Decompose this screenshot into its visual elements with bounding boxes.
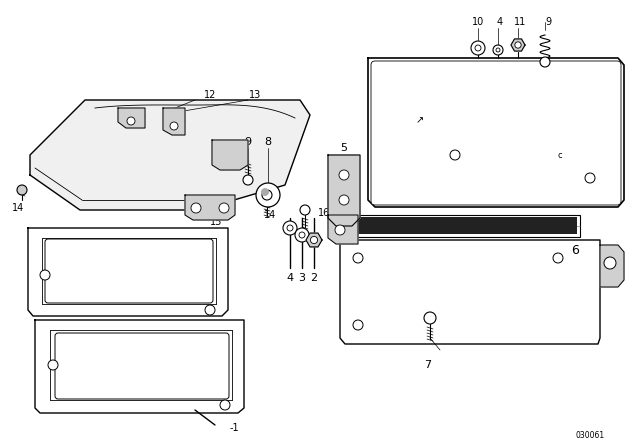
Polygon shape: [511, 39, 525, 51]
Circle shape: [515, 42, 521, 48]
Polygon shape: [163, 108, 185, 135]
Text: -1: -1: [230, 423, 239, 433]
Circle shape: [219, 203, 229, 213]
Circle shape: [540, 57, 550, 67]
Text: 3: 3: [298, 273, 305, 283]
Circle shape: [287, 225, 293, 231]
Text: 14: 14: [264, 210, 276, 220]
Polygon shape: [600, 245, 624, 287]
Circle shape: [335, 225, 345, 235]
Circle shape: [353, 320, 363, 330]
Circle shape: [339, 195, 349, 205]
Polygon shape: [306, 233, 322, 247]
Text: 11: 11: [514, 17, 526, 27]
Text: c: c: [557, 151, 563, 159]
Circle shape: [475, 45, 481, 51]
Text: 12: 12: [204, 90, 216, 100]
Text: 7: 7: [424, 360, 431, 370]
Circle shape: [261, 188, 269, 196]
Text: 2: 2: [310, 273, 317, 283]
Circle shape: [604, 257, 616, 269]
Circle shape: [300, 205, 310, 215]
Circle shape: [243, 175, 253, 185]
Circle shape: [262, 190, 272, 200]
Circle shape: [220, 400, 230, 410]
Circle shape: [191, 203, 201, 213]
Text: 4: 4: [287, 273, 294, 283]
Text: 030061: 030061: [575, 431, 605, 439]
Text: 10: 10: [472, 17, 484, 27]
Circle shape: [299, 232, 305, 238]
Circle shape: [256, 183, 280, 207]
Circle shape: [339, 170, 349, 180]
Polygon shape: [118, 108, 145, 128]
Text: 4: 4: [497, 17, 503, 27]
Bar: [343, 217, 577, 234]
Circle shape: [471, 41, 485, 55]
Text: 8: 8: [264, 137, 271, 147]
Circle shape: [283, 221, 297, 235]
Circle shape: [424, 312, 436, 324]
FancyBboxPatch shape: [55, 333, 229, 399]
Polygon shape: [185, 195, 235, 220]
Polygon shape: [340, 240, 600, 344]
Circle shape: [496, 48, 500, 52]
Circle shape: [553, 253, 563, 263]
Text: 5: 5: [340, 143, 348, 153]
Circle shape: [353, 253, 363, 263]
Polygon shape: [328, 215, 358, 244]
Polygon shape: [35, 320, 244, 413]
Circle shape: [17, 185, 27, 195]
Bar: [340, 215, 580, 237]
Text: 6: 6: [571, 244, 579, 257]
Text: 16: 16: [318, 208, 330, 218]
Circle shape: [310, 237, 317, 244]
Polygon shape: [212, 140, 248, 170]
Circle shape: [585, 173, 595, 183]
Circle shape: [40, 270, 50, 280]
Circle shape: [127, 117, 135, 125]
Text: 14: 14: [12, 203, 24, 213]
Polygon shape: [328, 155, 360, 226]
Polygon shape: [30, 100, 310, 210]
Text: 15: 15: [210, 217, 222, 227]
FancyBboxPatch shape: [371, 61, 621, 205]
Circle shape: [48, 360, 58, 370]
Text: 13: 13: [249, 90, 261, 100]
Text: 9: 9: [244, 137, 252, 147]
Circle shape: [493, 45, 503, 55]
Circle shape: [450, 150, 460, 160]
Polygon shape: [368, 58, 624, 207]
Polygon shape: [28, 228, 228, 316]
FancyBboxPatch shape: [45, 239, 213, 303]
Circle shape: [170, 122, 178, 130]
Text: ↗: ↗: [416, 115, 424, 125]
Circle shape: [205, 305, 215, 315]
Circle shape: [295, 228, 309, 242]
Text: 9: 9: [545, 17, 551, 27]
